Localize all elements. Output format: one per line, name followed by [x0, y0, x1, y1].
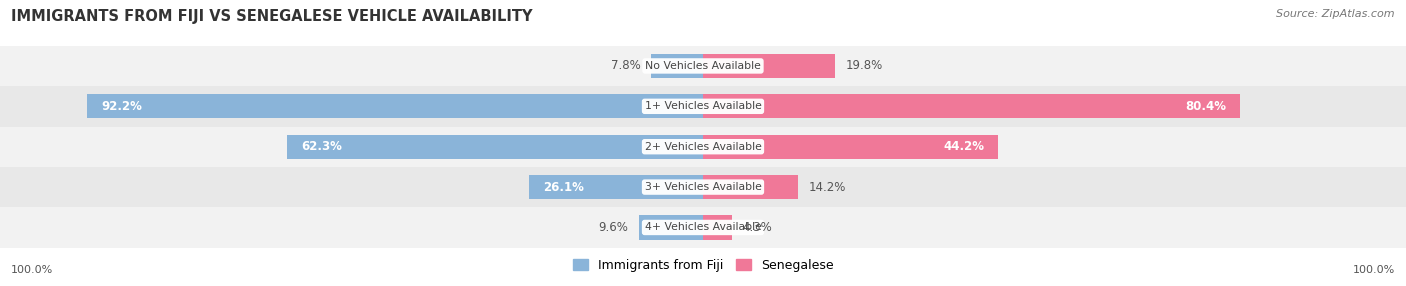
Text: 9.6%: 9.6%	[599, 221, 628, 234]
Text: 44.2%: 44.2%	[943, 140, 984, 153]
Bar	[287, 135, 703, 159]
Bar	[703, 215, 731, 240]
Text: 1+ Vehicles Available: 1+ Vehicles Available	[644, 101, 762, 111]
Text: 4+ Vehicles Available: 4+ Vehicles Available	[644, 223, 762, 233]
Text: 14.2%: 14.2%	[808, 180, 846, 194]
Bar	[529, 175, 703, 199]
Text: 26.1%: 26.1%	[543, 180, 583, 194]
Text: Source: ZipAtlas.com: Source: ZipAtlas.com	[1277, 9, 1395, 19]
Legend: Immigrants from Fiji, Senegalese: Immigrants from Fiji, Senegalese	[568, 254, 838, 277]
Bar	[0, 46, 1406, 86]
Bar	[0, 126, 1406, 167]
Bar	[87, 94, 703, 118]
Bar	[703, 135, 998, 159]
Bar	[0, 167, 1406, 207]
Bar	[703, 54, 835, 78]
Text: 100.0%: 100.0%	[1353, 265, 1395, 275]
Bar	[703, 175, 797, 199]
Text: 80.4%: 80.4%	[1185, 100, 1226, 113]
Text: 62.3%: 62.3%	[301, 140, 342, 153]
Text: 19.8%: 19.8%	[846, 59, 883, 72]
Bar	[0, 207, 1406, 248]
Bar	[638, 215, 703, 240]
Bar	[651, 54, 703, 78]
Text: 3+ Vehicles Available: 3+ Vehicles Available	[644, 182, 762, 192]
Text: 7.8%: 7.8%	[610, 59, 640, 72]
Text: 92.2%: 92.2%	[101, 100, 142, 113]
Text: IMMIGRANTS FROM FIJI VS SENEGALESE VEHICLE AVAILABILITY: IMMIGRANTS FROM FIJI VS SENEGALESE VEHIC…	[11, 9, 533, 23]
Bar	[703, 94, 1240, 118]
Bar	[0, 86, 1406, 126]
Text: No Vehicles Available: No Vehicles Available	[645, 61, 761, 71]
Text: 4.3%: 4.3%	[742, 221, 772, 234]
Text: 100.0%: 100.0%	[11, 265, 53, 275]
Text: 2+ Vehicles Available: 2+ Vehicles Available	[644, 142, 762, 152]
